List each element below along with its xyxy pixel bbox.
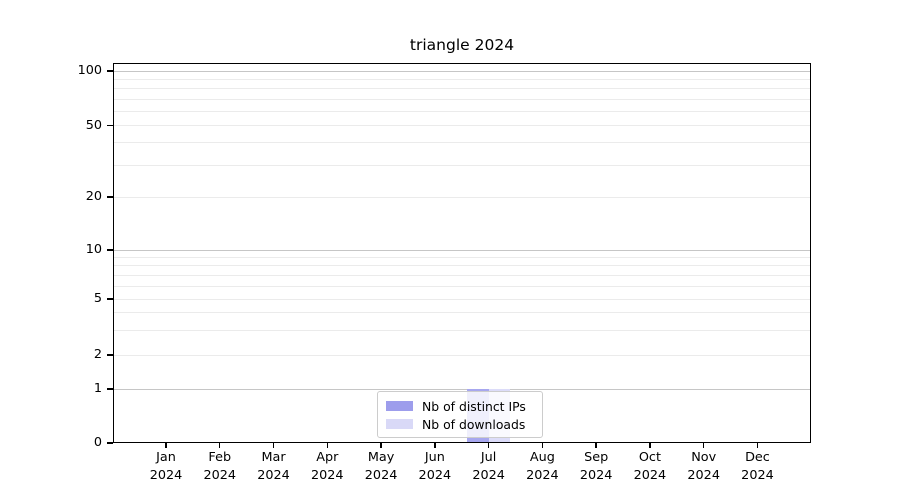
legend-label: Nb of distinct IPs xyxy=(422,398,526,414)
y-minor-gridline xyxy=(114,88,810,90)
legend-swatch xyxy=(386,419,413,429)
x-axis-tick xyxy=(380,443,382,448)
x-axis-tick xyxy=(272,443,275,448)
y-axis-tick-label: 1 xyxy=(93,381,102,396)
x-axis-tick xyxy=(703,443,705,448)
y-minor-gridline xyxy=(114,78,810,80)
x-axis-tick xyxy=(434,443,436,448)
y-major-gridline xyxy=(114,70,810,72)
month-label: Oct xyxy=(638,450,661,465)
x-axis-tick-label: Aug 2024 xyxy=(512,449,572,485)
x-axis-tick-label: Jan 2024 xyxy=(136,449,196,485)
y-axis-tick-label: 0 xyxy=(93,435,102,450)
y-axis-tick xyxy=(107,442,113,444)
y-axis-tick-label: 20 xyxy=(85,189,102,204)
y-minor-gridline xyxy=(114,110,810,112)
month-label: Jul xyxy=(480,450,497,465)
month-label: Nov xyxy=(691,450,717,465)
year-label: 2024 xyxy=(741,468,774,483)
y-axis-tick xyxy=(107,298,113,300)
x-axis-tick-label: Feb 2024 xyxy=(190,449,250,485)
y-axis-tick-label: 50 xyxy=(85,117,102,133)
year-label: 2024 xyxy=(311,468,344,483)
x-axis-tick-label: Dec 2024 xyxy=(727,449,787,485)
month-label: Apr xyxy=(316,450,339,465)
x-axis-tick-label: Sep 2024 xyxy=(566,449,626,485)
y-minor-gridline xyxy=(114,164,810,166)
x-axis-tick xyxy=(326,443,328,448)
year-label: 2024 xyxy=(203,468,237,483)
x-axis-tick xyxy=(756,443,759,448)
x-axis-tick-label: Mar 2024 xyxy=(244,449,304,485)
month-label: Mar xyxy=(261,450,286,465)
x-axis-tick-label: Apr 2024 xyxy=(297,449,357,485)
legend-entry: Nb of downloads xyxy=(386,416,534,433)
y-axis-tick xyxy=(107,388,113,390)
month-label: Dec xyxy=(745,450,770,465)
year-label: 2024 xyxy=(633,468,667,483)
year-label: 2024 xyxy=(257,468,290,483)
y-minor-gridline xyxy=(114,98,810,100)
y-minor-gridline xyxy=(114,285,810,287)
x-axis-tick-label: Jun 2024 xyxy=(405,449,465,485)
y-axis-tick-label: 5 xyxy=(93,291,102,306)
y-axis-tick xyxy=(107,124,113,127)
y-axis-tick xyxy=(107,249,113,251)
y-minor-gridline xyxy=(114,354,810,356)
y-minor-gridline xyxy=(114,312,810,314)
y-minor-gridline xyxy=(114,142,810,144)
y-minor-gridline xyxy=(114,196,810,198)
legend-entry: Nb of distinct IPs xyxy=(386,398,534,415)
y-major-gridline xyxy=(114,388,810,390)
year-label: 2024 xyxy=(149,468,183,483)
y-axis-tick-label: 10 xyxy=(85,242,102,257)
legend: Nb of distinct IPs Nb of downloads xyxy=(377,391,543,438)
y-axis-tick-label: 2 xyxy=(93,347,102,362)
month-label: Feb xyxy=(208,450,232,465)
y-minor-gridline xyxy=(114,256,810,258)
chart-title: triangle 2024 xyxy=(409,36,515,54)
x-axis-tick xyxy=(487,443,490,448)
year-label: 2024 xyxy=(687,468,720,483)
year-label: 2024 xyxy=(418,468,452,483)
year-label: 2024 xyxy=(364,468,398,483)
y-minor-gridline xyxy=(114,329,810,331)
x-axis-tick-label: May 2024 xyxy=(351,449,411,485)
month-label: Jan xyxy=(156,450,176,465)
x-axis-tick xyxy=(595,443,597,448)
month-label: Sep xyxy=(584,450,609,465)
y-axis-tick-label: 100 xyxy=(77,63,102,78)
y-axis-tick xyxy=(107,196,113,198)
month-label: May xyxy=(367,450,395,465)
x-axis-tick xyxy=(541,443,544,448)
legend-swatch xyxy=(386,401,413,411)
x-axis-tick-label: Jul 2024 xyxy=(459,449,519,485)
legend-label: Nb of downloads xyxy=(422,416,526,432)
y-axis-tick xyxy=(107,70,113,72)
year-label: 2024 xyxy=(526,468,559,483)
y-minor-gridline xyxy=(114,298,810,300)
x-axis-tick-label: Oct 2024 xyxy=(620,449,680,485)
x-axis-tick-label: Nov 2024 xyxy=(674,449,734,485)
year-label: 2024 xyxy=(472,468,505,483)
x-axis-tick xyxy=(649,443,651,448)
y-minor-gridline xyxy=(114,265,810,267)
y-minor-gridline xyxy=(114,274,810,276)
x-axis-tick xyxy=(165,443,167,448)
y-minor-gridline xyxy=(114,125,810,126)
y-major-gridline xyxy=(114,249,810,251)
plot-area xyxy=(113,63,811,443)
y-axis-tick xyxy=(107,354,113,356)
month-label: Jun xyxy=(424,450,445,465)
month-label: Aug xyxy=(529,450,555,465)
x-axis-tick xyxy=(219,443,221,448)
year-label: 2024 xyxy=(579,468,613,483)
